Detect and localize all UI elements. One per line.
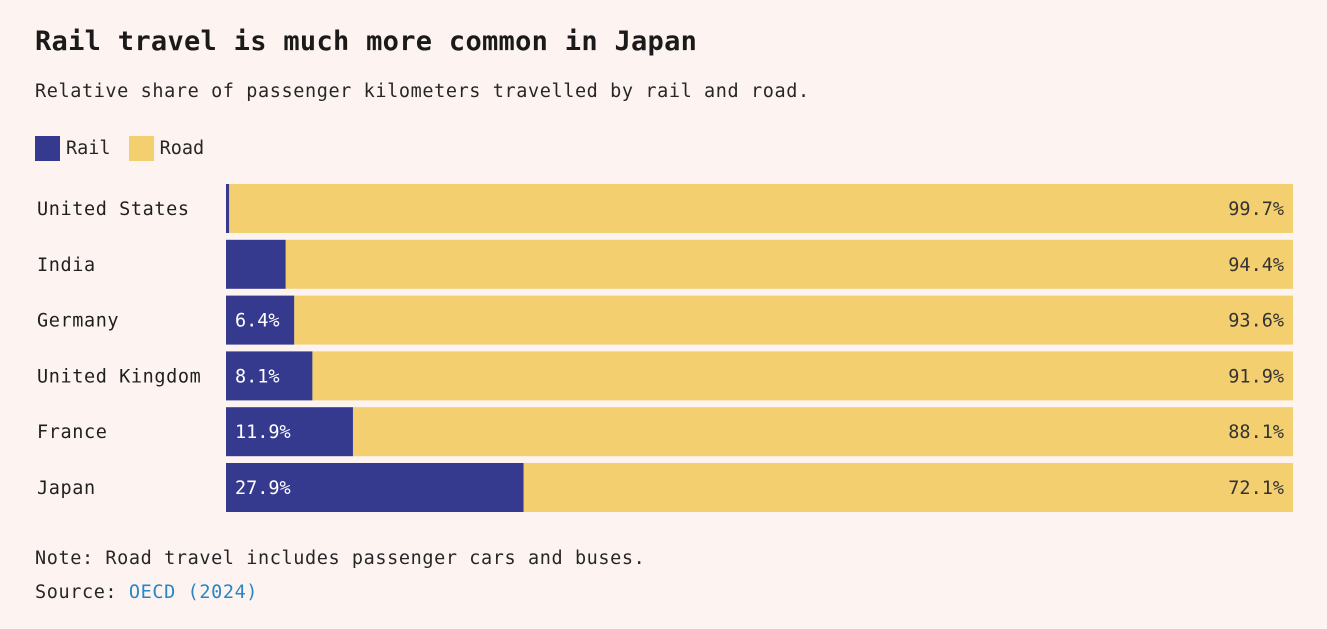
bar-road-france [352, 407, 1293, 457]
data-label-road-united-kingdom: 91.9% [1228, 366, 1284, 387]
bar-road-united-states [229, 184, 1293, 233]
bar-road-japan [523, 463, 1293, 512]
legend-item-rail: Rail [35, 136, 111, 161]
data-label-road-france: 88.1% [1228, 422, 1284, 443]
data-label-rail-japan: 27.9% [235, 478, 291, 499]
data-label-road-united-states: 99.7% [1228, 199, 1284, 220]
legend-swatch-rail [35, 136, 60, 161]
legend: Rail Road [35, 136, 222, 161]
category-label-united-kingdom: United Kingdom [37, 366, 201, 387]
category-label-france: France [37, 422, 107, 443]
data-label-road-india: 94.4% [1228, 255, 1284, 276]
source-link[interactable]: OECD (2024) [128, 582, 259, 603]
data-label-road-germany: 93.6% [1228, 311, 1284, 332]
bar-rail-germany [226, 295, 295, 345]
chart-title: Rail travel is much more common in Japan [35, 26, 698, 57]
bar-rail-united-kingdom [226, 351, 313, 401]
bar-rail-united-states [226, 184, 230, 233]
source-label: Source: [35, 582, 118, 603]
legend-label-road: Road [159, 138, 205, 159]
bar-road-united-kingdom [312, 351, 1293, 401]
bar-road-germany [294, 295, 1294, 345]
data-label-rail-germany: 6.4% [235, 311, 280, 332]
category-label-india: India [37, 255, 96, 276]
bar-road-india [285, 239, 1293, 289]
category-label-united-states: United States [37, 199, 190, 220]
data-label-rail-united-kingdom: 8.1% [235, 366, 280, 387]
bar-rail-india [226, 239, 286, 289]
chart-subtitle: Relative share of passenger kilometers t… [35, 81, 810, 102]
legend-swatch-road [128, 136, 154, 161]
legend-label-rail: Rail [66, 138, 111, 159]
bar-rail-france [226, 407, 353, 457]
legend-item-road: Road [128, 136, 205, 161]
chart-note: Note: Road travel includes passenger car… [35, 548, 646, 569]
category-label-japan: Japan [37, 478, 96, 499]
data-label-rail-france: 11.9% [235, 422, 291, 443]
chart-source: Source: OECD (2024) [35, 582, 258, 603]
bar-rail-japan [226, 463, 524, 512]
category-label-germany: Germany [37, 311, 119, 332]
data-label-road-japan: 72.1% [1228, 478, 1284, 499]
